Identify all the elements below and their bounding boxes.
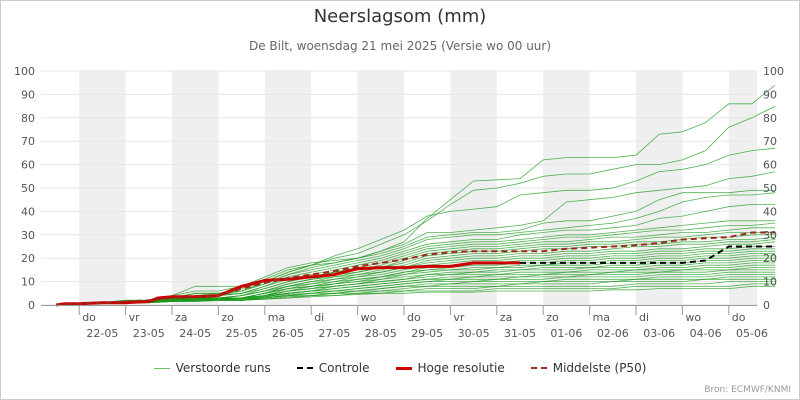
y-tick-label-right: 90 bbox=[763, 88, 777, 101]
x-tick-date: 29-05 bbox=[411, 327, 443, 340]
x-tick-weekday: di bbox=[639, 311, 649, 324]
x-tick-date: 04-06 bbox=[690, 327, 722, 340]
x-tick-weekday: wo bbox=[361, 311, 377, 324]
y-tick-label-right: 60 bbox=[763, 159, 777, 172]
legend-label-hoge-resolutie: Hoge resolutie bbox=[417, 361, 505, 375]
y-tick-label-right: 30 bbox=[763, 229, 777, 242]
controle-line bbox=[520, 245, 776, 264]
x-tick-date: 01-06 bbox=[550, 327, 582, 340]
x-tick-date: 03-06 bbox=[643, 327, 675, 340]
y-tick-label-right: 0 bbox=[763, 299, 770, 312]
legend-label-middelste-p50: Middelste (P50) bbox=[552, 361, 647, 375]
y-tick-label-left: 50 bbox=[21, 182, 35, 195]
y-tick-label-right: 20 bbox=[763, 252, 777, 265]
y-tick-label-left: 90 bbox=[21, 88, 35, 101]
x-tick-date: 28-05 bbox=[365, 327, 397, 340]
x-tick-date: 23-05 bbox=[133, 327, 165, 340]
x-tick-weekday: vr bbox=[453, 311, 465, 324]
main-series bbox=[55, 231, 776, 307]
y-tick-label-right: 10 bbox=[763, 276, 777, 289]
y-tick-label-left: 0 bbox=[28, 299, 35, 312]
chart-subtitle: De Bilt, woensdag 21 mei 2025 (Versie wo… bbox=[248, 39, 552, 53]
legend-item-middelste-p50[interactable]: Middelste (P50) bbox=[530, 361, 647, 375]
legend-item-hoge-resolutie[interactable]: Hoge resolutie bbox=[395, 361, 505, 375]
y-tick-label-right: 70 bbox=[763, 135, 777, 148]
legend-label-verstoorde-runs: Verstoorde runs bbox=[175, 361, 271, 375]
y-tick-label-left: 100 bbox=[14, 65, 35, 78]
y-tick-label-left: 20 bbox=[21, 252, 35, 265]
legend-label-controle: Controle bbox=[318, 361, 370, 375]
x-tick-weekday: vr bbox=[129, 311, 141, 324]
legend-swatch-controle bbox=[296, 367, 313, 369]
y-tick-label-left: 40 bbox=[21, 205, 35, 218]
x-tick-weekday: wo bbox=[685, 311, 701, 324]
x-tick-weekday: za bbox=[500, 311, 513, 324]
x-tick-weekday: do bbox=[82, 311, 96, 324]
y-tick-label-right: 80 bbox=[763, 112, 777, 125]
y-tick-label-left: 30 bbox=[21, 229, 35, 242]
legend-swatch-verstoorde-runs bbox=[153, 367, 170, 369]
x-tick-date: 02-06 bbox=[597, 327, 629, 340]
y-tick-label-left: 10 bbox=[21, 276, 35, 289]
x-tick-weekday: di bbox=[314, 311, 324, 324]
ensemble-run-line bbox=[55, 241, 776, 306]
x-tick-date: 24-05 bbox=[179, 327, 211, 340]
ensemble-run-line bbox=[55, 105, 776, 306]
x-tick-weekday: zo bbox=[221, 311, 234, 324]
x-tick-date: 22-05 bbox=[86, 327, 118, 340]
legend-swatch-middelste-p50 bbox=[530, 367, 547, 369]
ensemble-run-line bbox=[55, 271, 776, 306]
x-tick-weekday: zo bbox=[546, 311, 559, 324]
axes: 0 0 10 10 20 20 30 30 40 40 50 50 60 60 70 70 80 80 90 90 10… bbox=[14, 65, 784, 340]
legend-swatch-hoge-resolutie bbox=[395, 366, 412, 370]
x-tick-weekday: do bbox=[407, 311, 421, 324]
chart-title: Neerslagsom (mm) bbox=[313, 6, 487, 27]
ensemble-run-line bbox=[55, 285, 776, 306]
legend: Verstoorde runs Controle Hoge resolutie … bbox=[0, 361, 800, 375]
y-tick-label-right: 50 bbox=[763, 182, 777, 195]
x-tick-weekday: za bbox=[175, 311, 188, 324]
ensemble-run-line bbox=[55, 84, 776, 306]
y-tick-label-left: 80 bbox=[21, 112, 35, 125]
y-tick-label-left: 60 bbox=[21, 159, 35, 172]
y-tick-label-right: 100 bbox=[763, 65, 784, 78]
x-tick-date: 31-05 bbox=[504, 327, 536, 340]
x-tick-weekday: do bbox=[732, 311, 746, 324]
legend-item-verstoorde-runs[interactable]: Verstoorde runs bbox=[153, 361, 271, 375]
x-tick-date: 05-06 bbox=[736, 327, 768, 340]
x-tick-weekday: ma bbox=[268, 311, 285, 324]
legend-item-controle[interactable]: Controle bbox=[296, 361, 370, 375]
y-tick-label-right: 40 bbox=[763, 205, 777, 218]
middelste-p50-line bbox=[55, 231, 776, 306]
x-tick-date: 27-05 bbox=[318, 327, 350, 340]
x-tick-date: 25-05 bbox=[226, 327, 258, 340]
y-tick-label-left: 70 bbox=[21, 135, 35, 148]
x-tick-weekday: ma bbox=[593, 311, 610, 324]
x-tick-date: 30-05 bbox=[458, 327, 490, 340]
source-credit: Bron: ECMWF/KNMI bbox=[704, 385, 791, 395]
x-tick-date: 26-05 bbox=[272, 327, 304, 340]
